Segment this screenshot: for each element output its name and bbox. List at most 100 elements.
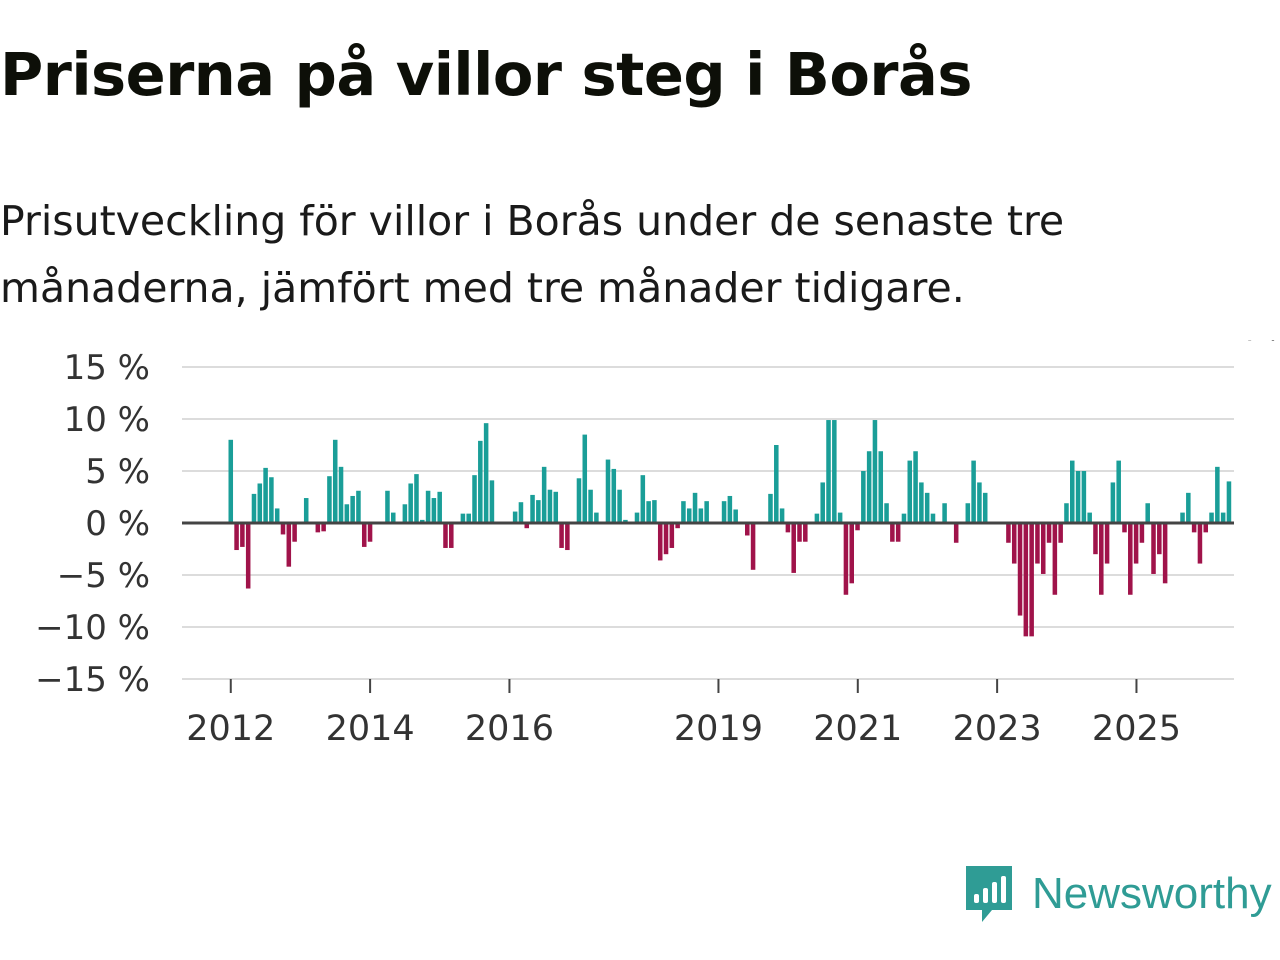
bar [849, 523, 854, 584]
bar [1116, 460, 1121, 523]
bar [1203, 523, 1209, 533]
y-tick-label: 0 % [85, 504, 150, 544]
bar [855, 523, 860, 531]
y-tick-label: −15 % [35, 660, 150, 700]
bar [443, 523, 448, 548]
bar [977, 482, 982, 523]
bar [826, 420, 831, 523]
bar [919, 482, 924, 523]
bar [640, 475, 646, 523]
bar [1197, 523, 1203, 564]
bar [541, 466, 547, 523]
x-tick-label: 2019 [674, 709, 763, 749]
bar [1040, 523, 1046, 574]
y-tick-label: 5 % [85, 452, 150, 492]
bar [414, 474, 419, 523]
bar [524, 523, 530, 529]
bar [1157, 523, 1162, 555]
bar [286, 523, 292, 567]
bar [814, 513, 820, 523]
bar [327, 476, 332, 523]
bar [721, 501, 727, 523]
bar [733, 509, 738, 523]
bar [611, 468, 617, 523]
bar [832, 420, 837, 523]
bar [913, 451, 918, 523]
bar [982, 492, 988, 523]
bar [361, 523, 367, 547]
bar [257, 483, 263, 523]
bar [559, 523, 564, 548]
bar [576, 478, 582, 523]
bar [1075, 471, 1081, 523]
y-tick-label: −5 % [57, 556, 150, 596]
x-tick-label: 2021 [813, 709, 902, 749]
bar [1139, 523, 1145, 543]
bar [234, 523, 239, 551]
bar [385, 490, 390, 523]
bar [321, 523, 326, 532]
bar [617, 489, 622, 523]
bar [866, 451, 872, 523]
bar [536, 500, 541, 523]
x-tick-label: 2023 [953, 709, 1042, 749]
bar [872, 420, 878, 523]
bar [1029, 523, 1034, 637]
bar [692, 492, 698, 523]
bar [774, 445, 779, 523]
bar [1035, 523, 1040, 564]
x-tick-label: 2016 [465, 709, 554, 749]
bar [745, 523, 750, 536]
bar [489, 480, 495, 523]
bar [582, 434, 588, 523]
bar [1145, 503, 1150, 523]
bar [657, 523, 663, 561]
bar [1011, 523, 1017, 564]
bar [1226, 481, 1232, 523]
bar [1220, 512, 1226, 523]
bar [594, 512, 599, 523]
bar [895, 523, 901, 542]
bar [1023, 523, 1029, 637]
bar [251, 493, 257, 523]
bar [483, 423, 489, 523]
bar [669, 523, 675, 548]
bar [431, 498, 437, 523]
bar [1151, 523, 1156, 574]
bar [350, 495, 355, 523]
bar [623, 519, 628, 523]
x-tick-label: 2012 [186, 709, 275, 749]
bar [240, 523, 245, 547]
bar [553, 491, 559, 523]
bar [280, 523, 286, 535]
bar [1070, 460, 1075, 523]
bar [408, 483, 413, 523]
bar [1087, 512, 1092, 523]
bar [460, 513, 466, 523]
bar [518, 502, 524, 523]
bar [1133, 523, 1139, 564]
brand-logo: Newsworthy [964, 864, 1272, 924]
bar [588, 489, 593, 523]
bar [750, 523, 756, 570]
bar [420, 519, 425, 523]
bar [449, 523, 454, 548]
bar [803, 523, 808, 542]
bar [391, 512, 396, 523]
bar [797, 523, 802, 542]
chart-subtitle: Prisutveckling för villor i Borås under … [0, 197, 1065, 312]
bar-chart: 15 % 10 % 5 % 0 % −5 % −10 % −15 % 2012 2014 2016… [35, 340, 1280, 749]
bar [605, 459, 611, 523]
bar [779, 508, 785, 523]
bar [547, 489, 553, 523]
bar [681, 501, 686, 523]
bar [901, 513, 907, 523]
y-tick-label: −10 % [35, 608, 150, 648]
bar [1186, 492, 1191, 523]
bar [472, 475, 477, 523]
bar [367, 523, 373, 542]
bar [1064, 503, 1069, 523]
bars [228, 420, 1232, 637]
bar [820, 482, 825, 523]
bar [861, 471, 866, 523]
